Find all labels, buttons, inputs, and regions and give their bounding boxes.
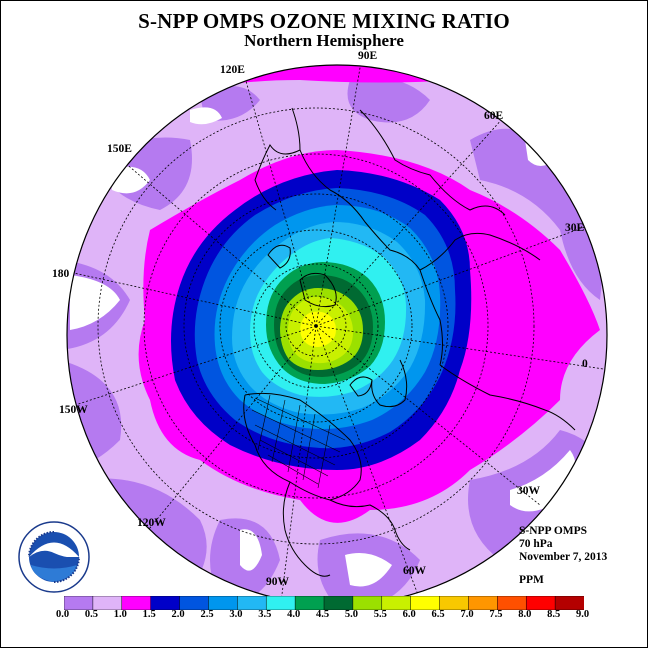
pressure-label: 70 hPa bbox=[519, 538, 553, 550]
colorbar-segment bbox=[468, 596, 499, 610]
colorbar-tick-label: 6.0 bbox=[402, 609, 416, 620]
colorbar-tick-label: 4.0 bbox=[287, 609, 301, 620]
colorbar-segment bbox=[121, 596, 152, 610]
colorbar-segment bbox=[150, 596, 181, 610]
lon-label-120w: 120W bbox=[137, 517, 166, 529]
date-label: November 7, 2013 bbox=[519, 551, 608, 563]
lon-label-90e: 90E bbox=[358, 50, 378, 62]
colorbar-segment bbox=[179, 596, 210, 610]
colorbar-segment bbox=[439, 596, 470, 610]
lon-label-30w: 30W bbox=[517, 485, 540, 497]
colorbar-tick-label: 7.0 bbox=[460, 609, 474, 620]
colorbar-segment bbox=[237, 596, 267, 610]
lon-label-90w: 90W bbox=[266, 576, 289, 588]
lon-label-30e: 30E bbox=[565, 222, 585, 234]
colorbar-tick-label: 7.5 bbox=[489, 609, 503, 620]
colorbar-segment bbox=[294, 596, 325, 610]
colorbar-tick-label: 9.0 bbox=[576, 609, 590, 620]
colorbar-segment bbox=[525, 596, 556, 610]
colorbar-tick-label: 8.5 bbox=[547, 609, 561, 620]
colorbar-tick-label: 4.5 bbox=[316, 609, 330, 620]
colorbar-segment bbox=[265, 596, 296, 610]
colorbar-segment bbox=[64, 596, 94, 610]
colorbar bbox=[64, 596, 584, 610]
colorbar-tick-label: 3.5 bbox=[258, 609, 272, 620]
noaa-logo bbox=[18, 521, 90, 593]
colorbar-tick-label: 1.5 bbox=[142, 609, 156, 620]
colorbar-tick-label: 0.5 bbox=[84, 609, 98, 620]
lon-label-60w: 60W bbox=[403, 565, 426, 577]
colorbar-tick-label: 6.5 bbox=[431, 609, 445, 620]
colorbar-tick-label: 5.0 bbox=[344, 609, 358, 620]
colorbar-tick-label: 2.5 bbox=[200, 609, 214, 620]
colorbar-segment bbox=[208, 596, 239, 610]
lon-label-0: 0 bbox=[582, 358, 588, 370]
map-title: S-NPP OMPS OZONE MIXING RATIO bbox=[138, 9, 510, 33]
colorbar-tick-label: 3.0 bbox=[229, 609, 243, 620]
colorbar-segment bbox=[497, 596, 527, 610]
lon-label-60e: 60E bbox=[484, 110, 504, 122]
colorbar-segment bbox=[92, 596, 123, 610]
colorbar-tick-label: 2.0 bbox=[171, 609, 185, 620]
colorbar-segment bbox=[410, 596, 441, 610]
colorbar-segment bbox=[352, 596, 383, 610]
colorbar-segment bbox=[323, 596, 354, 610]
instrument-label: S-NPP OMPS bbox=[519, 525, 588, 537]
colorbar-tick-label: 0.0 bbox=[56, 609, 70, 620]
map-subtitle: Northern Hemisphere bbox=[244, 31, 404, 50]
lon-label-180: 180 bbox=[52, 268, 70, 280]
colorbar-segment bbox=[381, 596, 412, 610]
lon-label-150e: 150E bbox=[107, 143, 132, 155]
lon-label-120e: 120E bbox=[220, 64, 245, 76]
colorbar-tick-label: 5.5 bbox=[373, 609, 387, 620]
colorbar-tick-label: 1.0 bbox=[113, 609, 127, 620]
lon-label-150w: 150W bbox=[59, 404, 88, 416]
coastlines bbox=[243, 107, 576, 577]
colorbar-segment bbox=[554, 596, 584, 610]
colorbar-tick-label: 8.0 bbox=[518, 609, 532, 620]
units-label: PPM bbox=[519, 574, 544, 586]
